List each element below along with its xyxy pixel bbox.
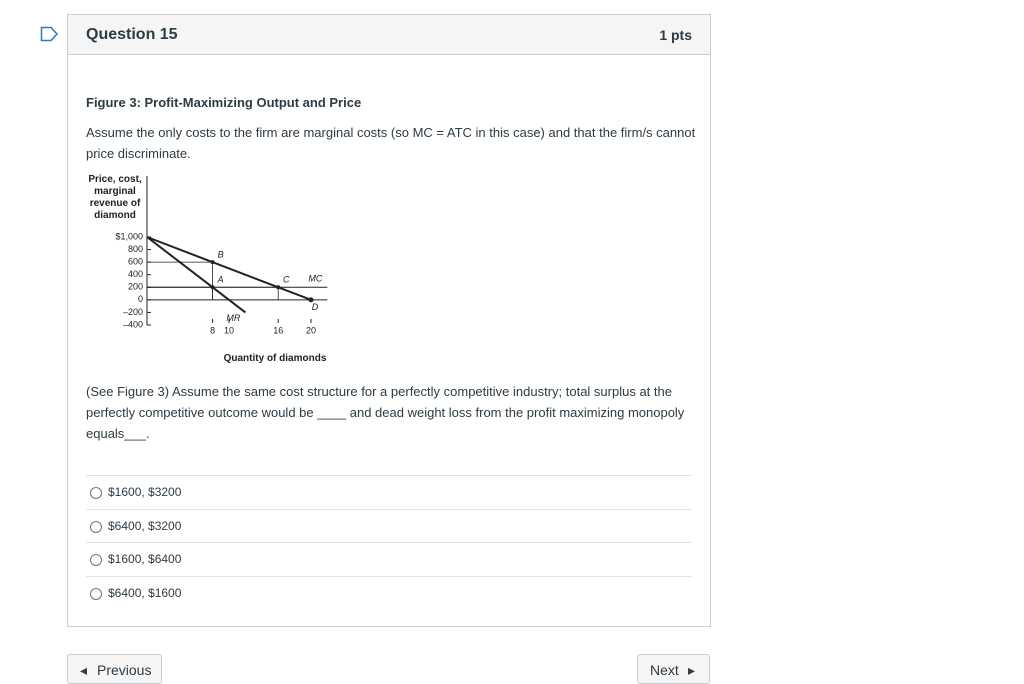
y-tick-label: –400 xyxy=(123,319,143,329)
previous-label: Previous xyxy=(97,662,152,678)
question-points: 1 pts xyxy=(659,27,692,43)
point xyxy=(308,297,314,303)
previous-button[interactable]: ◂ Previous xyxy=(67,654,162,684)
answer-option[interactable]: $1600, $6400 xyxy=(86,542,692,576)
point-label: B xyxy=(218,250,224,260)
question-header: Question 15 1 pts xyxy=(68,15,710,55)
answer-option[interactable]: $6400, $3200 xyxy=(86,508,692,543)
series-label: MR xyxy=(226,313,240,323)
series-line xyxy=(146,236,312,301)
x-tick-label: 8 xyxy=(210,325,215,335)
x-tick-label: 10 xyxy=(224,325,234,335)
question-prompt: (See Figure 3) Assume the same cost stru… xyxy=(86,384,685,441)
series-label: MC xyxy=(308,274,322,284)
y-tick-label: 0 xyxy=(138,294,143,304)
radio-button[interactable] xyxy=(90,587,102,600)
y-tick-label: 200 xyxy=(128,282,143,292)
answer-option[interactable]: $6400, $1600 xyxy=(86,575,692,610)
y-tick-label: 400 xyxy=(128,269,143,279)
bookmark-icon[interactable] xyxy=(40,26,60,42)
x-tick-label: 16 xyxy=(273,325,283,335)
y-axis-label: Price, cost, marginal revenue of diamond xyxy=(88,174,142,221)
figure-title: Figure 3: Profit-Maximizing Output and P… xyxy=(86,95,362,110)
intro-text: Assume the only costs to the firm are ma… xyxy=(86,125,696,161)
x-tick-label: 20 xyxy=(306,325,316,335)
y-tick-label: $1,000 xyxy=(115,231,143,241)
y-tick-label: 600 xyxy=(128,257,143,267)
series-label: D xyxy=(312,302,319,312)
option-label: $1600, $6400 xyxy=(108,552,182,566)
series-line xyxy=(146,236,247,314)
previous-arrow: ◂ xyxy=(80,662,88,678)
question-title: Question 15 xyxy=(86,26,178,43)
next-arrow: ▸ xyxy=(688,662,696,678)
next-label: Next xyxy=(650,662,679,678)
point xyxy=(210,260,215,265)
x-axis-label: Quantity of diamonds xyxy=(223,353,327,364)
y-tick-label: –200 xyxy=(123,307,143,317)
y-tick-label: 800 xyxy=(128,244,143,254)
radio-button[interactable] xyxy=(90,554,102,566)
radio-button[interactable] xyxy=(90,487,102,499)
option-label: $6400, $1600 xyxy=(108,585,182,600)
point xyxy=(276,285,281,290)
point-label: A xyxy=(217,275,224,285)
point-label: C xyxy=(283,275,290,285)
option-label: $6400, $3200 xyxy=(108,518,182,533)
chart: $1,000 800 600 400 200 0 –200 –400 8 10 16 20 D MR MC B… xyxy=(115,176,328,335)
radio-button[interactable] xyxy=(90,520,102,533)
answer-option[interactable]: $1600, $3200 xyxy=(86,475,692,509)
next-button[interactable]: Next ▸ xyxy=(637,654,710,684)
option-label: $1600, $3200 xyxy=(108,485,182,499)
question-box: Question 15 1 pts Figure 3: Profit-Maxim… xyxy=(67,14,711,627)
point xyxy=(210,285,215,290)
